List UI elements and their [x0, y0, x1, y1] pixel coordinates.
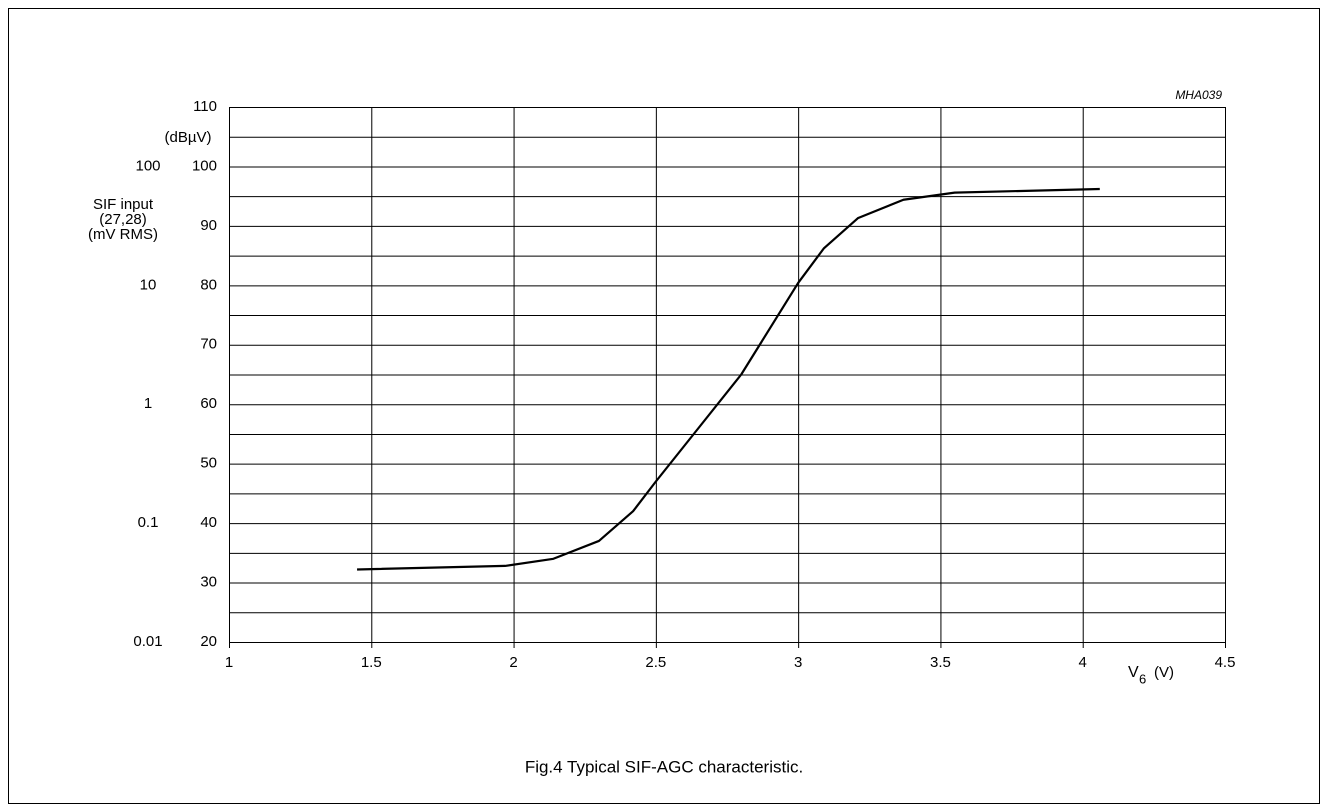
x-axis-label-unit: (V): [1154, 664, 1174, 681]
frame: [8, 8, 1320, 804]
y2-tick-label: 0.01: [133, 633, 162, 650]
y2-tick-label: 0.1: [138, 514, 159, 531]
caption: Fig.4 Typical SIF-AGC characteristic.: [525, 757, 803, 776]
x-axis-label: V: [1128, 664, 1139, 681]
y2-tick-label: 1: [144, 395, 152, 412]
curve: [357, 187, 1100, 571]
x-tick-label: 3.5: [930, 654, 951, 671]
y2-axis-label: SIF input: [93, 196, 154, 213]
y2-axis-label: (27,28): [99, 211, 147, 228]
x-tick-label: 4.5: [1215, 654, 1236, 671]
y2-tick-label: 100: [135, 157, 160, 174]
x-tick-label: 2: [509, 654, 517, 671]
y-tick-label: 100: [192, 157, 217, 174]
y-tick-label: 40: [200, 514, 217, 531]
y-tick-label: 20: [200, 633, 217, 650]
y-tick-label: 30: [200, 574, 217, 591]
y-tick-label: 60: [200, 395, 217, 412]
x-tick-label: 1.5: [361, 654, 382, 671]
y-tick-label: 90: [200, 217, 217, 234]
figure-code: MHA039: [1175, 88, 1222, 102]
x-tick-label: 2.5: [645, 654, 666, 671]
x-tick-label: 4: [1079, 654, 1087, 671]
y2-axis-label: (mV RMS): [88, 226, 158, 243]
y-axis-label: (dBµV): [165, 129, 212, 146]
x-axis-label-sub: 6: [1139, 671, 1146, 686]
x-tick-label: 3: [794, 654, 802, 671]
y2-tick-label: 10: [140, 276, 157, 293]
x-tick-label: 1: [225, 654, 233, 671]
y-tick-label: 70: [200, 336, 217, 353]
y-tick-label: 110: [193, 98, 217, 115]
y-tick-label: 50: [200, 455, 217, 472]
y-tick-label: 80: [200, 276, 217, 293]
